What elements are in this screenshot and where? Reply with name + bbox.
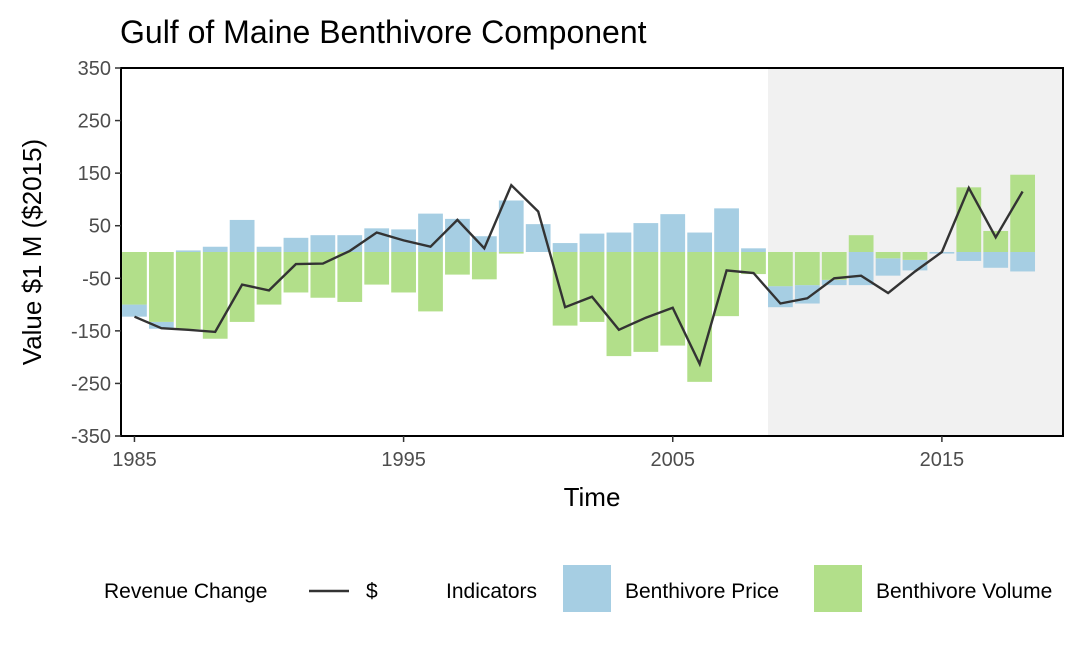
volume-bar-1999 (498, 252, 524, 254)
price-bar-1989 (229, 219, 255, 252)
price-bar-1992 (310, 235, 336, 252)
price-bar-2005 (660, 214, 686, 252)
volume-bar-2004 (633, 252, 659, 352)
price-bar-1997 (445, 218, 470, 252)
volume-bar-2013 (875, 252, 901, 259)
legend-price-swatch (563, 565, 611, 612)
price-bar-2016 (956, 252, 982, 261)
price-bar-1985 (122, 304, 147, 317)
price-bar-2006 (687, 232, 713, 252)
volume-bar-1986 (148, 252, 174, 322)
price-bar-2017 (983, 252, 1009, 268)
volume-bar-1990 (256, 252, 282, 305)
legend-volume-label: Benthivore Volume (876, 580, 1052, 603)
volume-bar-2011 (821, 252, 847, 280)
x-tick-label: 1985 (112, 449, 157, 471)
price-bar-2002 (579, 233, 605, 252)
volume-bar-1996 (418, 252, 443, 312)
volume-bar-1985 (122, 252, 147, 305)
x-axis: 1985 1995 2005 2015 (112, 436, 964, 471)
y-tick-label: 50 (89, 216, 111, 238)
price-bar-2001 (552, 243, 578, 252)
price-bar-1990 (256, 246, 282, 252)
volume-bar-1988 (202, 252, 228, 339)
volume-bar-2005 (660, 252, 686, 346)
volume-bar-2002 (579, 252, 605, 322)
volume-bar-1994 (364, 252, 390, 285)
volume-bar-2017 (983, 230, 1009, 252)
price-bar-1988 (202, 246, 228, 252)
price-bar-2014 (902, 259, 928, 271)
volume-bar-2001 (552, 252, 578, 326)
volume-bar-2012 (848, 235, 874, 252)
y-tick-label: 150 (78, 163, 111, 185)
y-tick-label: -150 (71, 321, 111, 343)
volume-bar-2016 (956, 187, 982, 252)
price-bar-2008 (741, 248, 766, 252)
legend-price-label: Benthivore Price (625, 580, 779, 603)
price-bar-2013 (875, 258, 901, 276)
x-tick-label: 2015 (920, 449, 965, 471)
price-bar-2007 (714, 208, 739, 252)
legend-volume-swatch (814, 565, 862, 612)
volume-bar-1998 (471, 252, 497, 280)
price-bar-2004 (633, 223, 659, 252)
volume-bar-2007 (714, 252, 739, 317)
y-tick-label: 250 (78, 111, 111, 133)
x-tick-label: 1995 (381, 449, 426, 471)
price-bar-2018 (1010, 252, 1036, 272)
volume-bar-1993 (337, 252, 363, 302)
price-bar-1987 (175, 250, 201, 252)
legend-line-label: $ (366, 580, 378, 603)
y-axis-title: Value $1 M ($2015) (17, 139, 47, 365)
plot-area (120, 67, 1064, 437)
y-tick-label: -50 (82, 268, 111, 290)
volume-bar-2003 (606, 252, 632, 357)
y-tick-label: -350 (71, 426, 111, 448)
price-bar-2011 (821, 279, 847, 286)
y-axis: -350 -250 -150 -50 50 150 250 350 (71, 58, 121, 448)
revenue-change-line (134, 183, 1024, 368)
legend-revenue-change-title: Revenue Change (104, 580, 267, 603)
volume-bar-2010 (794, 252, 820, 286)
price-bar-1991 (283, 237, 309, 252)
panel-border (120, 67, 1064, 437)
price-bar-2003 (606, 232, 632, 252)
volume-bar-1987 (175, 252, 201, 330)
y-tick-label: 350 (78, 58, 111, 80)
price-bar-1999 (498, 200, 524, 252)
volume-bar-1995 (391, 252, 416, 293)
y-tick-label: -250 (71, 373, 111, 395)
chart-title: Gulf of Maine Benthivore Component (120, 14, 647, 50)
volume-bar-1997 (445, 252, 470, 275)
volume-bar-2014 (902, 252, 928, 260)
x-axis-title: Time (564, 482, 621, 512)
legend: Revenue Change $ Indicators Benthivore P… (104, 565, 1052, 612)
legend-indicators-title: Indicators (446, 580, 537, 603)
price-bars (122, 200, 1036, 329)
volume-bar-2008 (741, 252, 766, 275)
price-bar-1986 (148, 321, 174, 329)
volume-bar-2009 (768, 252, 793, 287)
x-tick-label: 2005 (650, 449, 695, 471)
volume-bar-2018 (1010, 174, 1036, 252)
